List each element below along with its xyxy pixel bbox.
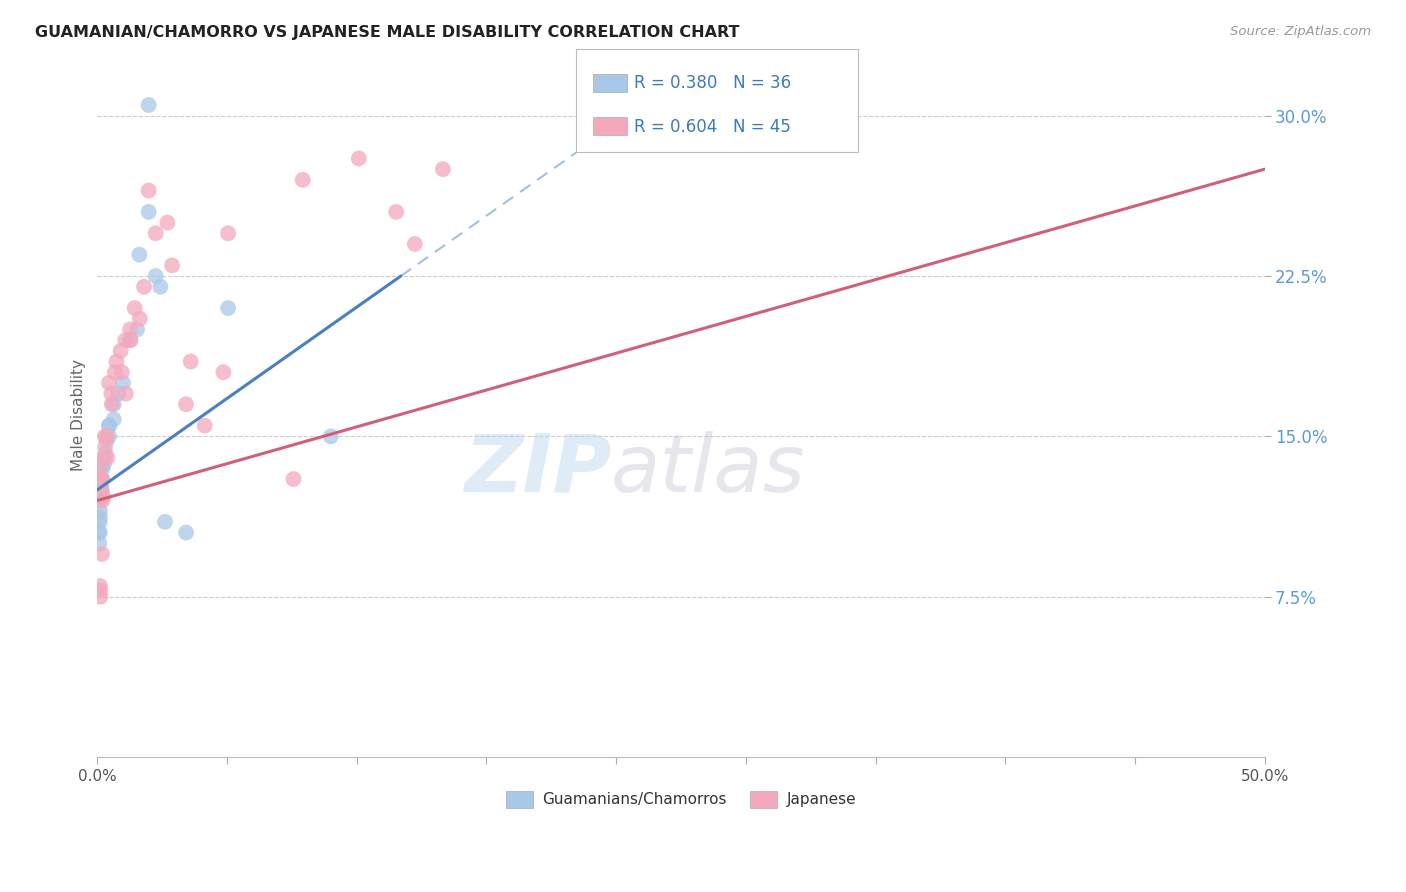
- Point: [90, 472, 112, 486]
- Point: [89, 483, 111, 497]
- Point: [149, 279, 172, 293]
- Point: [94, 446, 117, 460]
- Text: R = 0.380   N = 36: R = 0.380 N = 36: [634, 75, 792, 93]
- Point: [103, 412, 125, 426]
- Point: [174, 525, 197, 540]
- Point: [91, 489, 114, 503]
- Point: [91, 493, 114, 508]
- Point: [96, 429, 118, 443]
- Point: [98, 418, 121, 433]
- Text: atlas: atlas: [612, 431, 806, 508]
- Point: [104, 365, 127, 379]
- Point: [90, 483, 112, 497]
- Point: [100, 386, 122, 401]
- Point: [90, 489, 112, 503]
- Point: [180, 354, 202, 368]
- Point: [90, 472, 112, 486]
- Point: [98, 418, 121, 433]
- Point: [128, 311, 150, 326]
- Point: [432, 162, 454, 177]
- Point: [103, 397, 125, 411]
- Point: [89, 461, 111, 475]
- Point: [96, 434, 118, 448]
- Point: [89, 579, 111, 593]
- Point: [110, 343, 132, 358]
- Point: [91, 483, 114, 497]
- Point: [93, 457, 115, 471]
- Point: [105, 354, 128, 368]
- Point: [160, 258, 183, 272]
- Point: [112, 376, 135, 390]
- Text: R = 0.604   N = 45: R = 0.604 N = 45: [634, 118, 792, 136]
- Point: [212, 365, 235, 379]
- Point: [89, 525, 111, 540]
- Point: [319, 429, 342, 443]
- Point: [118, 333, 141, 347]
- Point: [89, 504, 111, 518]
- Point: [89, 525, 111, 540]
- Point: [145, 227, 167, 241]
- Point: [96, 450, 118, 465]
- Point: [89, 536, 111, 550]
- Point: [217, 301, 239, 315]
- Point: [283, 472, 305, 486]
- Point: [125, 322, 148, 336]
- Point: [89, 590, 111, 604]
- Point: [128, 247, 150, 261]
- Point: [98, 429, 121, 443]
- Point: [132, 279, 155, 293]
- Point: [145, 268, 167, 283]
- Point: [138, 98, 160, 112]
- Point: [90, 476, 112, 491]
- Point: [94, 429, 117, 443]
- Point: [120, 333, 142, 347]
- Text: Source: ZipAtlas.com: Source: ZipAtlas.com: [1230, 25, 1371, 38]
- Point: [91, 461, 114, 475]
- Point: [114, 386, 136, 401]
- Point: [194, 418, 217, 433]
- Point: [93, 450, 115, 465]
- Text: GUAMANIAN/CHAMORRO VS JAPANESE MALE DISABILITY CORRELATION CHART: GUAMANIAN/CHAMORRO VS JAPANESE MALE DISA…: [35, 25, 740, 40]
- Point: [156, 216, 179, 230]
- Y-axis label: Male Disability: Male Disability: [72, 359, 86, 471]
- Point: [385, 205, 408, 219]
- Point: [124, 301, 146, 315]
- Point: [91, 547, 114, 561]
- Point: [91, 472, 114, 486]
- Legend: Guamanians/Chamorros, Japanese: Guamanians/Chamorros, Japanese: [499, 784, 862, 814]
- Point: [94, 440, 117, 454]
- Point: [107, 386, 129, 401]
- Point: [91, 472, 114, 486]
- Point: [98, 376, 121, 390]
- Point: [347, 152, 370, 166]
- Point: [217, 227, 239, 241]
- Point: [89, 493, 111, 508]
- Point: [111, 365, 134, 379]
- Point: [138, 205, 160, 219]
- Text: ZIP: ZIP: [464, 431, 612, 508]
- Point: [138, 184, 160, 198]
- Point: [114, 333, 136, 347]
- Point: [89, 476, 111, 491]
- Point: [174, 397, 197, 411]
- Point: [89, 583, 111, 598]
- Point: [404, 237, 426, 252]
- Point: [118, 322, 141, 336]
- Point: [153, 515, 176, 529]
- Point: [89, 515, 111, 529]
- Point: [101, 397, 124, 411]
- Point: [93, 450, 115, 465]
- Point: [89, 510, 111, 524]
- Point: [291, 173, 314, 187]
